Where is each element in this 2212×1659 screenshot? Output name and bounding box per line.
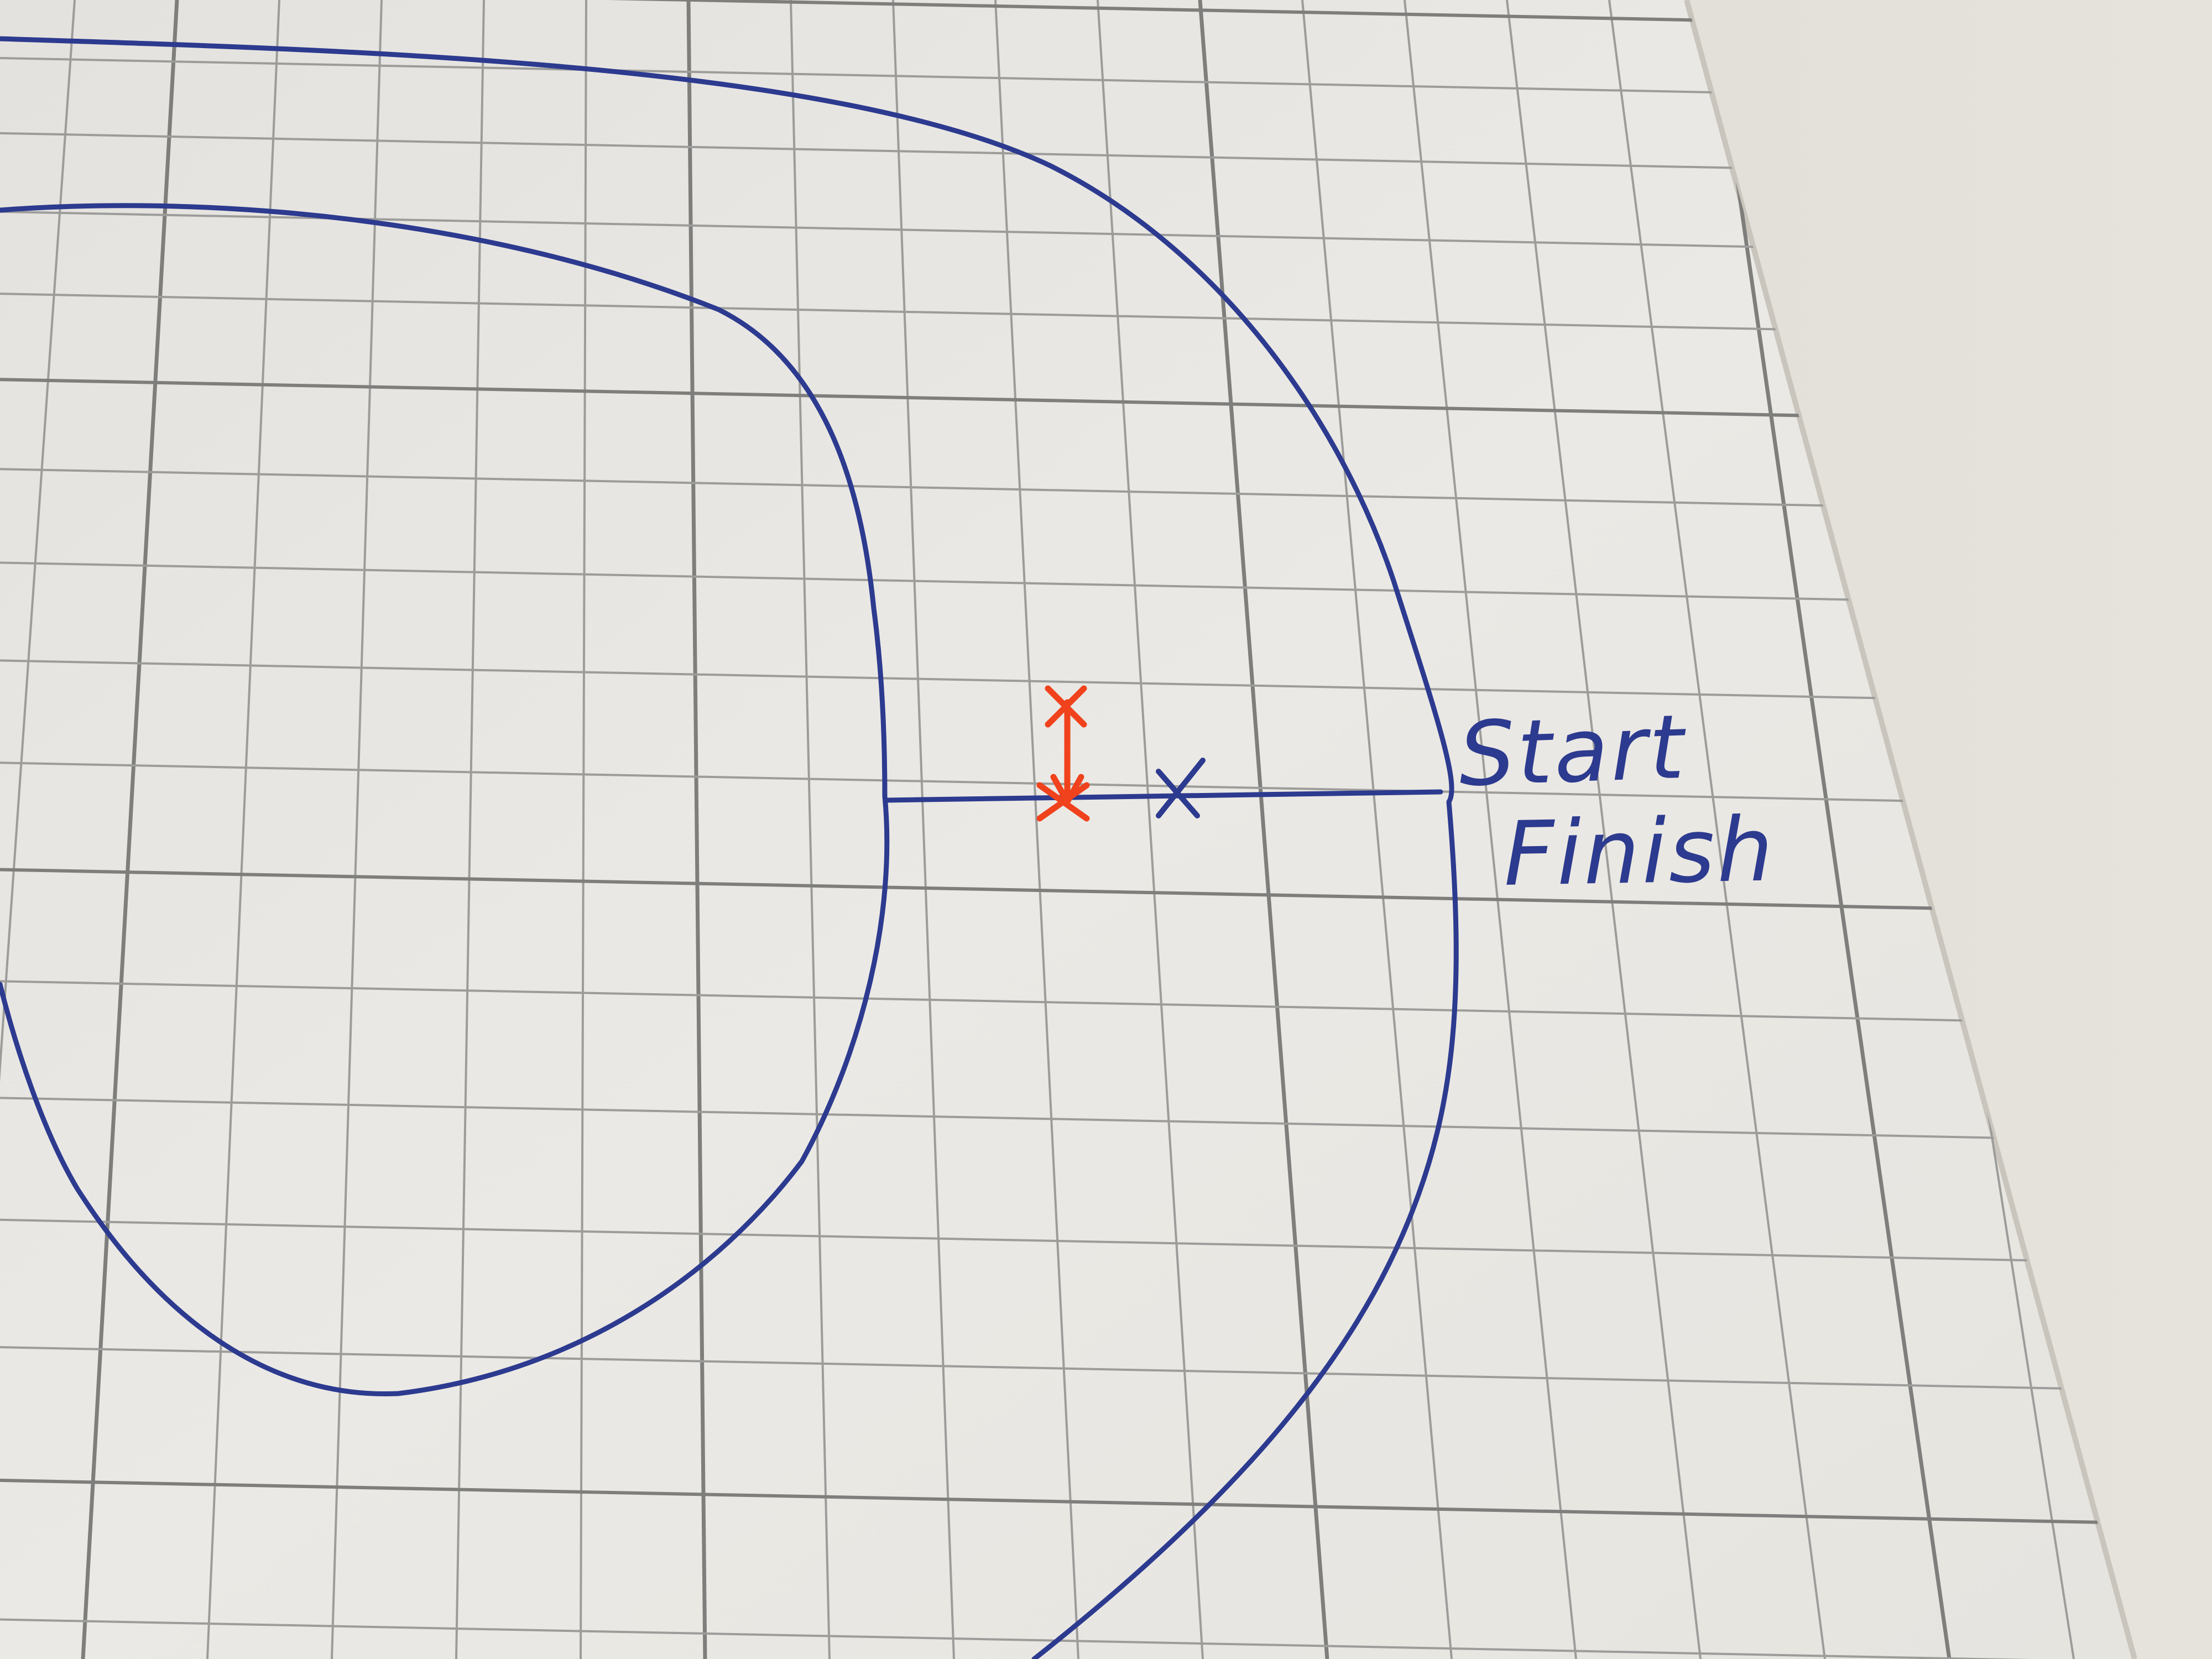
grid-line-horizontal [0,561,2135,608]
grid-line-vertical [1301,0,1453,1659]
grid-line-vertical [1404,0,1577,1659]
finish-label: Finish [1503,797,1776,906]
grid-line-vertical [1097,0,1204,1659]
grid-line-horizontal [0,1218,2135,1265]
grid-line-vertical [0,0,76,1659]
race-track [0,36,1459,1659]
grid-line-vertical [1506,0,1702,1659]
grid-line-vertical [206,0,280,1659]
track-outer-boundary [0,36,1459,1659]
grid-line-horizontal [0,868,2135,916]
grid-line-vertical [994,0,1079,1659]
paper-edge [1684,0,2137,1659]
blue-x-mark-icon [1156,758,1206,818]
grid-line-vertical [1198,0,1329,1659]
track-inner-boundary [0,203,890,1397]
grid-line-horizontal [0,1478,2135,1526]
grid-line-vertical [331,0,383,1659]
grid-line-horizontal [0,659,2135,706]
grid-line-vertical [686,0,707,1659]
grid-line-vertical [580,0,587,1659]
grid-line-vertical [790,0,831,1659]
graph-paper-sheet [0,0,2135,1659]
grid-line-vertical [1709,0,1952,1659]
grid-line-horizontal [0,980,2135,1027]
start-finish-line [885,789,1443,803]
start-label: Start [1457,695,1688,806]
grid-line-vertical [892,0,955,1659]
grid-line-horizontal [0,1097,2135,1144]
grid-line-horizontal [0,1346,2135,1393]
grid-line-horizontal [0,761,2135,808]
grid-line-horizontal [0,1618,2135,1659]
red-x-mark-icon [1036,685,1090,822]
grid-line-vertical [81,0,179,1659]
